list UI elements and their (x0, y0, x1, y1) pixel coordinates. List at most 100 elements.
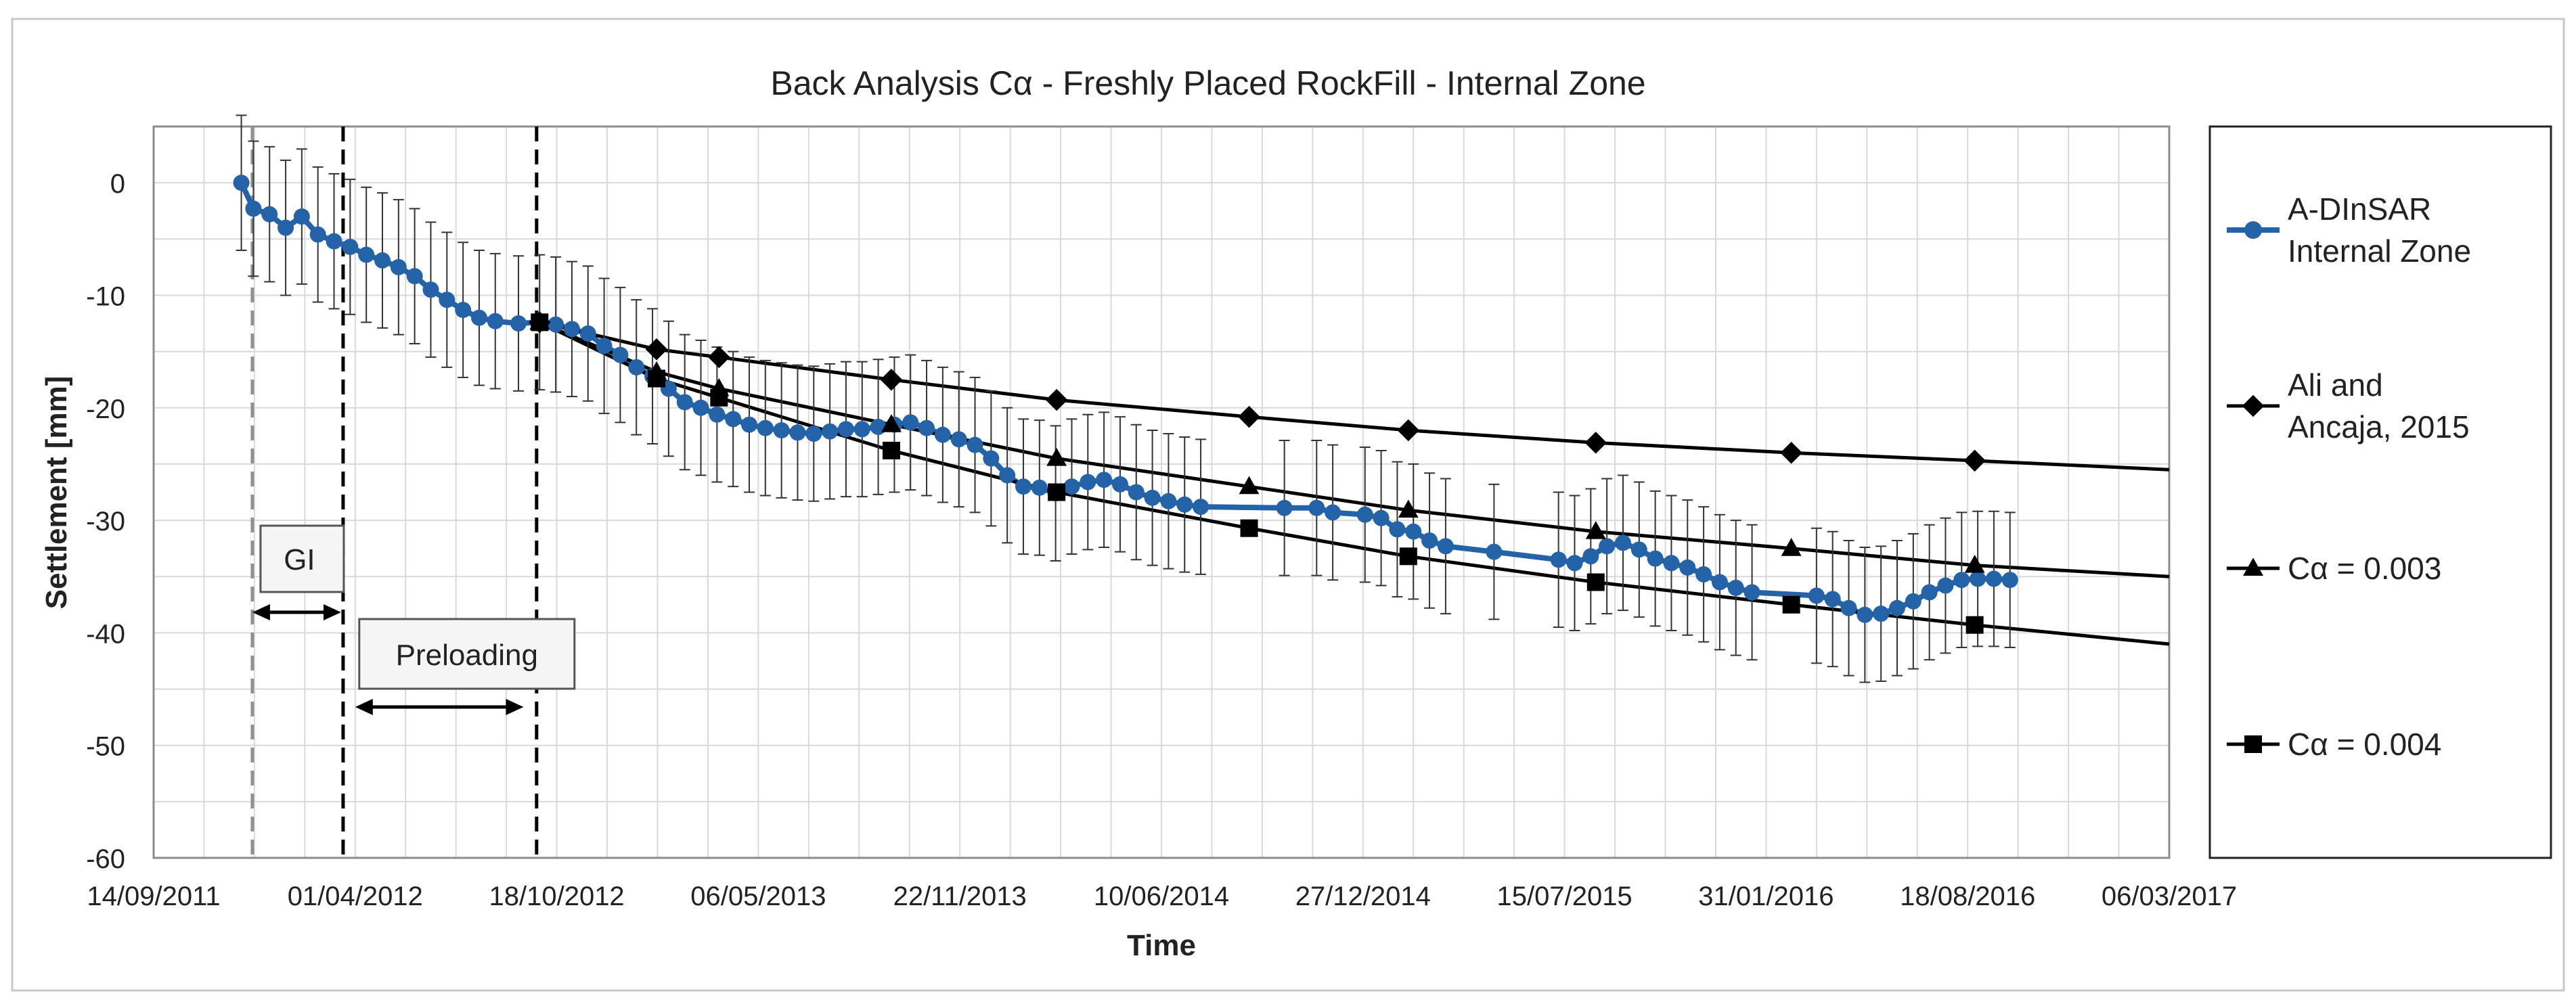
curve-marker-triangle (1964, 555, 1985, 573)
data-point (950, 431, 967, 448)
data-point (1873, 606, 1890, 622)
legend-label: Cα = 0.003 (2288, 551, 2441, 586)
data-point (1160, 493, 1177, 509)
data-point (918, 419, 935, 436)
y-axis-title: Settlement [mm] (40, 376, 73, 610)
data-point (233, 175, 250, 191)
data-point (1711, 574, 1728, 591)
curve-marker-diamond (1963, 449, 1986, 472)
data-point (1405, 523, 1422, 540)
data-point (487, 313, 504, 329)
legend-label: Ali and (2288, 367, 2383, 403)
data-point (1824, 591, 1841, 608)
x-tick-label: 31/01/2016 (1698, 882, 1834, 911)
data-point (1599, 538, 1616, 555)
data-point (983, 450, 1000, 467)
data-point (676, 394, 693, 411)
curve-marker-triangle (1585, 521, 1606, 539)
curve-marker-square (648, 369, 666, 388)
data-point (1840, 599, 1857, 616)
y-tick-label: -10 (86, 281, 125, 311)
data-point (1808, 587, 1825, 604)
x-tick-label: 10/06/2014 (1094, 882, 1229, 911)
data-point (309, 226, 326, 243)
curve-marker-diamond (880, 368, 903, 391)
data-point (326, 233, 342, 250)
data-point (439, 292, 456, 309)
x-tick-label: 15/07/2015 (1496, 882, 1632, 911)
data-point (1080, 474, 1096, 490)
x-tick-label: 06/03/2017 (2102, 882, 2237, 911)
data-point (342, 238, 359, 255)
y-tick-label: -30 (86, 507, 125, 537)
data-point (1937, 577, 1954, 594)
x-tick-label: 22/11/2013 (893, 882, 1027, 911)
data-point (1630, 541, 1647, 558)
chart-title: Back Analysis Cα - Freshly Placed RockFi… (770, 64, 1645, 102)
data-series (233, 175, 2018, 634)
legend-label: Internal Zone (2288, 233, 2471, 269)
data-point (1566, 555, 1583, 572)
plot-area-border (152, 125, 2171, 859)
data-point (822, 423, 839, 440)
preloading-arrow-right-head (506, 699, 524, 715)
data-point (1325, 504, 1341, 521)
data-point (1582, 548, 1599, 565)
data-point (837, 421, 854, 438)
curve-marker-square (1399, 547, 1417, 566)
gi-arrow-left-head (252, 604, 270, 620)
data-point (548, 316, 564, 333)
data-point (692, 399, 709, 416)
data-point (455, 302, 472, 319)
data-point (870, 419, 887, 436)
x-tick-label: 01/04/2012 (288, 882, 423, 911)
data-point (999, 467, 1016, 484)
data-point (773, 422, 790, 439)
data-point (789, 424, 806, 441)
curve-marker-triangle (1781, 538, 1802, 556)
curve-marker-square (1782, 595, 1800, 614)
data-point (1921, 584, 1938, 601)
x-tick-label: 18/10/2012 (489, 882, 624, 911)
data-point (1679, 559, 1696, 576)
legend-label: Cα = 0.004 (2288, 727, 2441, 762)
data-point (740, 416, 757, 433)
curve-marker-triangle (1239, 476, 1260, 495)
gridlines (153, 126, 2170, 859)
y-tick-label: -60 (86, 844, 125, 874)
data-point (1193, 499, 1209, 516)
data-point (1276, 499, 1293, 516)
legend-marker-square (2244, 735, 2262, 753)
curve-marker-square (710, 388, 728, 407)
curve-marker-square (1966, 616, 1984, 634)
legend-label: Ancaja, 2015 (2288, 409, 2470, 444)
data-point (1663, 555, 1680, 572)
data-point (1308, 499, 1325, 516)
y-tick-labels: 0 -10 -20 -30 -40 -50 -60 (86, 169, 125, 874)
data-point (1096, 472, 1113, 488)
legend-marker-circle (2244, 221, 2262, 239)
legend-label: A-DInSAR (2288, 191, 2431, 227)
data-point (1953, 572, 1970, 589)
data-point (1176, 496, 1193, 513)
data-point (374, 252, 391, 269)
curve-marker-square (882, 441, 900, 459)
data-point (1373, 509, 1390, 526)
data-point (1727, 579, 1744, 596)
x-tick-label: 06/05/2013 (690, 882, 826, 911)
data-point (1111, 476, 1128, 493)
curve-marker-square (1240, 519, 1258, 537)
data-point (805, 426, 822, 442)
preloading-label: Preloading (396, 639, 538, 672)
data-point (1356, 506, 1373, 523)
data-point (277, 219, 294, 236)
curve-marker-triangle (1046, 448, 1067, 466)
data-point (1437, 538, 1454, 555)
x-tick-label: 14/09/2011 (87, 882, 220, 911)
y-tick-label: -50 (86, 732, 125, 762)
curve-marker-triangle (1398, 499, 1419, 518)
curve-marker-diamond (1045, 388, 1068, 411)
curve-marker-diamond (1238, 405, 1260, 428)
legend: A-DInSAR Internal Zone Ali and Ancaja, 2015… (2227, 191, 2471, 762)
